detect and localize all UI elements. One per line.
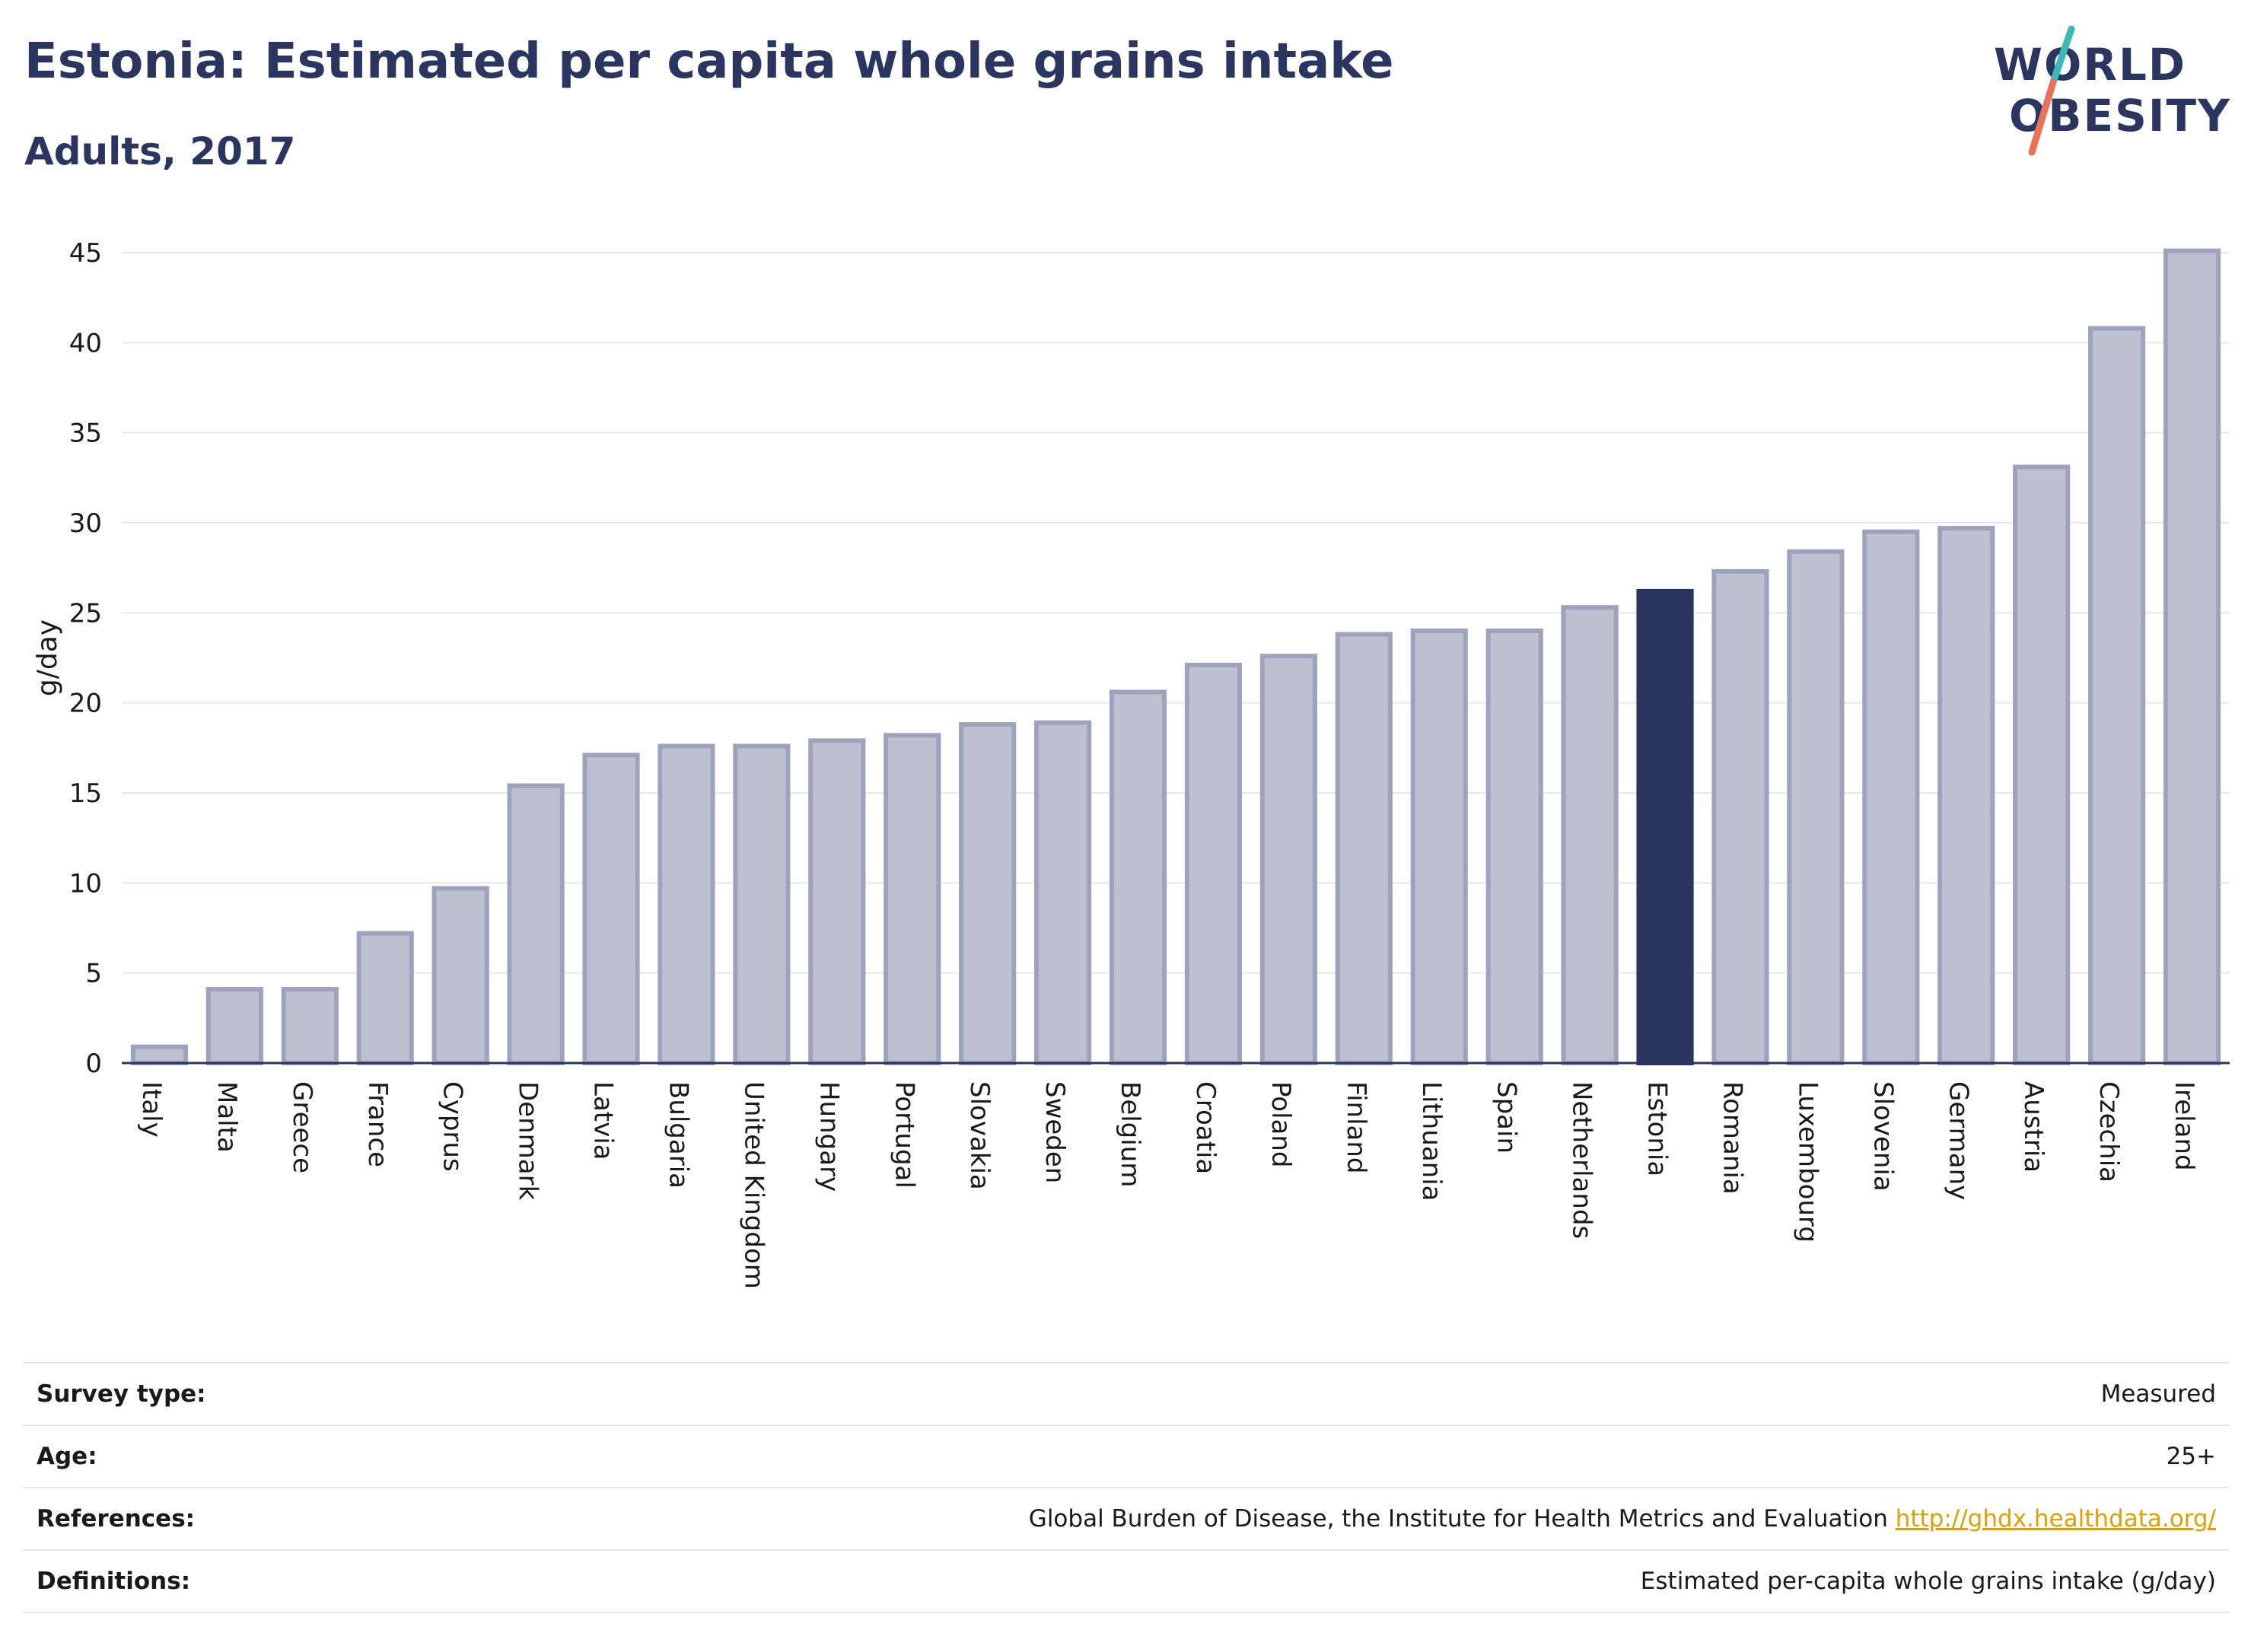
bar-greece <box>281 986 339 1066</box>
x-tick-label: Bulgaria <box>663 1081 693 1189</box>
y-tick-label: 30 <box>69 508 102 539</box>
x-tick-label: Luxembourg <box>1792 1081 1823 1243</box>
world-obesity-logo: WORLD OBESITY <box>1994 25 2230 156</box>
bar-czechia <box>2088 326 2146 1065</box>
x-tick-label: Belgium <box>1115 1081 1145 1187</box>
x-tick-label: Finland <box>1341 1081 1371 1174</box>
bar-bulgaria <box>657 743 715 1065</box>
x-tick-label: Croatia <box>1190 1081 1221 1174</box>
y-axis-ticks: 0 5 10 15 20 25 30 35 40 45 <box>69 238 102 1079</box>
bar-slovenia <box>1862 529 1920 1065</box>
bar-ireland <box>2163 248 2221 1066</box>
y-tick-label: 10 <box>69 868 102 899</box>
bar-luxembourg <box>1787 549 1845 1065</box>
logo-slash-top <box>2049 25 2075 86</box>
info-label: Survey type: <box>37 1380 206 1408</box>
x-tick-label: Slovakia <box>964 1081 995 1190</box>
info-value-text: Estimated per-capita whole grains intake… <box>1640 1568 2216 1595</box>
bar-chart: 0 5 10 15 20 25 30 35 40 45 Italy Malta Greece Franc… <box>32 238 2230 1289</box>
x-tick-label: Portugal <box>889 1081 919 1189</box>
x-tick-label: Ireland <box>2169 1081 2199 1171</box>
bar-estonia <box>1636 588 1694 1065</box>
info-value: Measured <box>355 1363 2230 1425</box>
x-tick-label: Poland <box>1266 1081 1296 1168</box>
chart-subtitle: Adults, 2017 <box>24 129 296 173</box>
x-tick-label: Austria <box>2018 1081 2049 1173</box>
x-tick-label: Germany <box>1943 1081 1973 1200</box>
x-tick-label: Cyprus <box>438 1081 468 1172</box>
x-tick-label: United Kingdom <box>738 1081 769 1289</box>
info-row-age: Age: 25+ <box>23 1425 2230 1488</box>
x-tick-label: France <box>362 1081 393 1167</box>
bar-poland <box>1259 654 1317 1065</box>
x-tick-label: Greece <box>287 1081 317 1173</box>
y-tick-label: 20 <box>69 689 102 719</box>
y-tick-label: 5 <box>85 959 102 989</box>
bar-netherlands <box>1561 605 1619 1065</box>
bar-romania <box>1711 568 1769 1065</box>
info-value: 25+ <box>355 1425 2230 1488</box>
bar-finland <box>1335 632 1393 1065</box>
y-tick-label: 35 <box>69 419 102 449</box>
x-tick-label: Sweden <box>1040 1081 1070 1183</box>
info-table: Survey type: Measured Age: 25+ Reference… <box>23 1362 2230 1613</box>
x-tick-label: Denmark <box>513 1081 543 1201</box>
x-tick-label: Italy <box>136 1081 167 1138</box>
bar-malta <box>205 986 263 1066</box>
x-tick-label: Lithuania <box>1416 1081 1447 1201</box>
x-tick-label: Malta <box>212 1081 242 1153</box>
bar-france <box>356 931 414 1065</box>
x-tick-label: Latvia <box>588 1081 619 1160</box>
bar-cyprus <box>431 886 489 1066</box>
bar-united-kingdom <box>733 743 791 1065</box>
logo-slash-bottom <box>2028 78 2057 156</box>
x-tick-label: Romania <box>1717 1081 1747 1195</box>
y-tick-label: 45 <box>69 238 102 269</box>
info-value: Global Burden of Disease, the Institute … <box>355 1488 2230 1550</box>
info-value: Estimated per-capita whole grains intake… <box>355 1550 2230 1612</box>
y-tick-label: 15 <box>69 778 102 809</box>
bar-germany <box>1937 526 1995 1065</box>
bar-italy <box>130 1044 189 1065</box>
bar-portugal <box>884 733 941 1065</box>
chart-title: Estonia: Estimated per capita whole grai… <box>24 33 1394 90</box>
info-value-text: 25+ <box>2166 1443 2216 1470</box>
info-row-survey-type: Survey type: Measured <box>23 1363 2230 1425</box>
x-tick-label: Spain <box>1492 1081 1522 1154</box>
bar-spain <box>1485 629 1543 1065</box>
x-tick-label: Hungary <box>813 1081 844 1192</box>
info-row-definitions: Definitions: Estimated per-capita whole … <box>23 1550 2230 1612</box>
y-tick-label: 0 <box>85 1049 102 1079</box>
bar-belgium <box>1109 689 1167 1065</box>
bar-denmark <box>507 783 565 1065</box>
bar-lithuania <box>1410 629 1468 1065</box>
bar-hungary <box>808 738 866 1065</box>
bar-austria <box>2013 464 2071 1065</box>
x-axis-labels: Italy Malta Greece France Cyprus Denmark Latvi… <box>136 1081 2199 1289</box>
reference-link[interactable]: http://ghdx.healthdata.org/ <box>1895 1505 2216 1533</box>
info-value-text: Measured <box>2100 1380 2216 1408</box>
bar-sweden <box>1034 720 1092 1065</box>
y-tick-label: 40 <box>69 328 102 358</box>
bar-latvia <box>582 753 640 1065</box>
x-tick-label: Estonia <box>1642 1081 1673 1176</box>
info-label: Definitions: <box>37 1568 191 1595</box>
logo-text-world: WORLD <box>1994 39 2186 91</box>
y-tick-label: 25 <box>69 598 102 629</box>
y-axis-title: g/day <box>32 619 63 696</box>
x-tick-label: Czechia <box>2093 1081 2124 1183</box>
info-label: References: <box>37 1505 196 1533</box>
x-tick-label: Slovenia <box>1867 1081 1898 1192</box>
bars <box>130 248 2221 1066</box>
bar-croatia <box>1184 662 1243 1065</box>
x-tick-label: Netherlands <box>1567 1081 1597 1239</box>
info-value-text: Global Burden of Disease, the Institute … <box>1028 1505 1888 1533</box>
bar-slovakia <box>959 722 1017 1065</box>
info-row-references: References: Global Burden of Disease, th… <box>23 1488 2230 1550</box>
info-label: Age: <box>37 1443 97 1470</box>
